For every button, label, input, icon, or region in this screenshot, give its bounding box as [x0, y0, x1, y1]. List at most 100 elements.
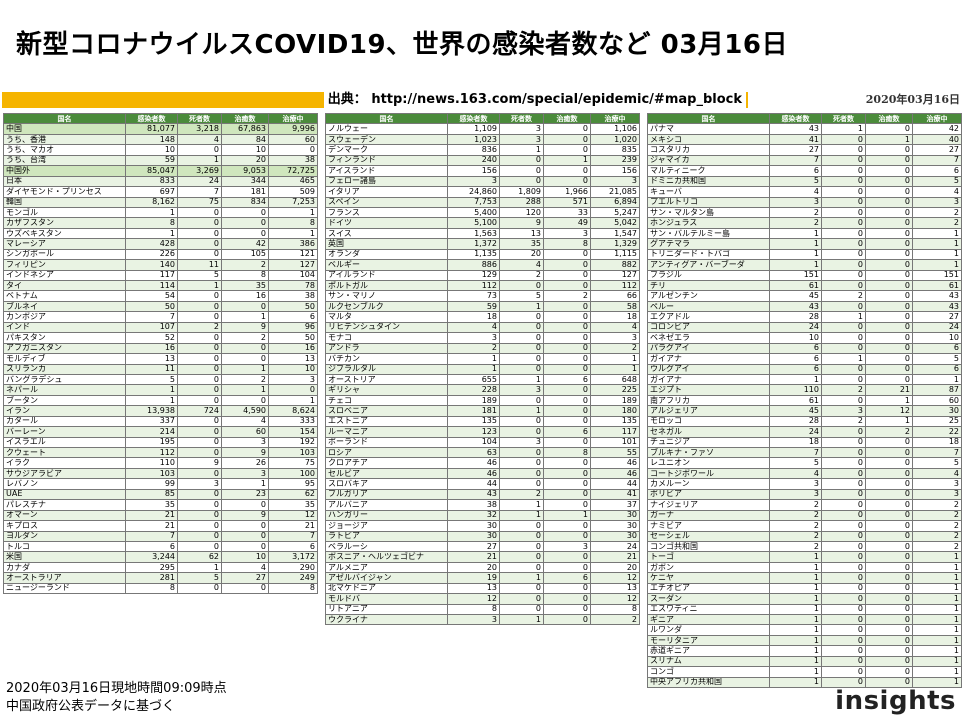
deaths-cell: 0 — [821, 144, 866, 156]
table-row: 北マケドニア 13 0 0 13 — [325, 582, 640, 595]
deaths-cell: 0 — [177, 509, 222, 522]
recovered-cell: 3 — [221, 467, 269, 480]
cases-cell: 2 — [769, 509, 822, 522]
country-cell: イスラエル — [3, 436, 126, 449]
cases-cell: 35 — [125, 499, 178, 511]
active-cell: 6,894 — [590, 196, 640, 208]
cases-cell: 1,135 — [447, 248, 500, 261]
active-cell: 60 — [912, 394, 962, 407]
deaths-cell: 0 — [177, 426, 222, 438]
table-row: ガーナ 2 0 0 2 — [647, 509, 962, 522]
deaths-cell: 0 — [177, 446, 222, 459]
active-cell: 37 — [590, 499, 640, 511]
table-row: チリ 61 0 0 61 — [647, 279, 962, 292]
deaths-cell: 0 — [499, 342, 544, 355]
country-cell: アルジェリア — [647, 405, 770, 417]
cases-cell: 112 — [125, 446, 178, 459]
deaths-cell: 0 — [177, 227, 222, 240]
active-cell: 4 — [912, 186, 962, 198]
cases-cell: 99 — [125, 478, 178, 490]
recovered-cell: 0 — [543, 384, 591, 396]
table-row: サウジアラビア 103 0 3 100 — [3, 467, 318, 480]
table-row: ジャマイカ 7 0 0 7 — [647, 154, 962, 167]
recovered-cell: 0 — [865, 572, 913, 584]
deaths-cell: 5 — [177, 572, 222, 584]
cases-cell: 5 — [769, 457, 822, 469]
recovered-cell: 0 — [865, 238, 913, 250]
cases-cell: 11 — [125, 363, 178, 375]
active-cell: 1 — [912, 603, 962, 616]
deaths-cell: 1 — [821, 123, 866, 135]
active-cell: 1 — [912, 259, 962, 271]
country-cell: フェロー諸島 — [325, 175, 448, 188]
cases-cell: 2 — [769, 217, 822, 229]
cases-cell: 2 — [769, 530, 822, 542]
cases-cell: 5,400 — [447, 206, 500, 219]
cases-cell: 2 — [769, 540, 822, 553]
deaths-cell: 1 — [499, 572, 544, 584]
table-row: オーストラリア 281 5 27 249 — [3, 572, 318, 584]
cases-cell: 2 — [769, 206, 822, 219]
recovered-cell: 0 — [221, 394, 269, 407]
table-americas-africa: 国名 感染者数 死者数 治癒数 治療中 パナマ 43 1 0 42 メキシコ 41 0 1 40 コ… — [647, 112, 962, 689]
active-cell: 1 — [912, 613, 962, 626]
recovered-cell: 0 — [865, 634, 913, 647]
cases-cell: 135 — [447, 415, 500, 428]
cases-cell: 1 — [769, 551, 822, 563]
table-row: ウルグアイ 6 0 0 6 — [647, 363, 962, 375]
cases-cell: 59 — [125, 154, 178, 167]
active-cell: 6 — [912, 363, 962, 375]
recovered-cell: 2 — [543, 290, 591, 302]
recovered-cell: 105 — [221, 248, 269, 261]
active-cell: 1 — [912, 676, 962, 689]
table-row: 赤道ギニア 1 0 0 1 — [647, 645, 962, 657]
country-cell: バチカン — [325, 353, 448, 365]
cases-cell: 6 — [769, 353, 822, 365]
table-row: チュニジア 18 0 0 18 — [647, 436, 962, 449]
recovered-cell: 8 — [543, 238, 591, 250]
country-cell: ベラルーシ — [325, 540, 448, 553]
table-row: モナコ 3 0 0 3 — [325, 332, 640, 344]
deaths-cell: 2 — [177, 321, 222, 334]
country-cell: ギリシャ — [325, 384, 448, 396]
deaths-cell: 1 — [177, 561, 222, 574]
country-cell: オーストラリア — [3, 572, 126, 584]
table-row: アイスランド 156 0 0 156 — [325, 165, 640, 177]
table-row: 日本 833 24 344 465 — [3, 175, 318, 188]
active-cell: 8 — [590, 603, 640, 616]
recovered-cell: 20 — [221, 154, 269, 167]
country-cell: スペイン — [325, 196, 448, 208]
table-row: タイ 114 1 35 78 — [3, 279, 318, 292]
country-cell: カナダ — [3, 561, 126, 574]
deaths-cell: 0 — [821, 457, 866, 469]
table-row: トルコ 6 0 0 6 — [3, 540, 318, 553]
country-cell: バーレーン — [3, 426, 126, 438]
active-cell: 6 — [268, 540, 318, 553]
cases-cell: 1 — [125, 206, 178, 219]
active-cell: 386 — [268, 238, 318, 250]
country-cell: ジョージア — [325, 520, 448, 532]
country-cell: ウクライナ — [325, 613, 448, 626]
active-cell: 2 — [912, 509, 962, 522]
country-cell: ブルネイ — [3, 300, 126, 313]
recovered-cell: 0 — [221, 300, 269, 313]
deaths-cell: 0 — [499, 154, 544, 167]
report-date: 2020年03月16日 — [865, 93, 960, 106]
deaths-cell: 0 — [499, 426, 544, 438]
active-cell: 2 — [912, 530, 962, 542]
recovered-cell: 8 — [221, 269, 269, 282]
table-row: カタール 337 0 4 333 — [3, 415, 318, 428]
deaths-cell: 0 — [499, 332, 544, 344]
country-cell: カメルーン — [647, 478, 770, 490]
country-cell: UAE — [3, 488, 126, 501]
recovered-cell: 344 — [221, 175, 269, 188]
table-row: オーストリア 655 1 6 648 — [325, 373, 640, 386]
deaths-cell: 0 — [821, 321, 866, 334]
table-row: トーゴ 1 0 0 1 — [647, 551, 962, 563]
deaths-cell: 1 — [499, 373, 544, 386]
table-row: デンマーク 836 1 0 835 — [325, 144, 640, 156]
deaths-cell: 0 — [821, 666, 866, 678]
table-row: スーダン 1 0 0 1 — [647, 593, 962, 605]
cases-cell: 30 — [447, 520, 500, 532]
deaths-cell: 0 — [499, 593, 544, 605]
